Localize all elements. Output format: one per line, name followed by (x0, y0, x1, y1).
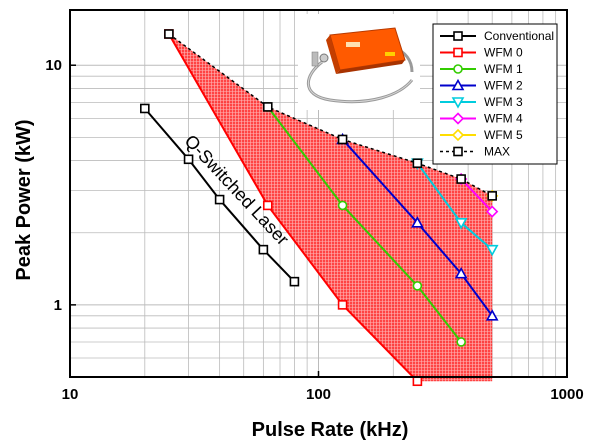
data-point-wfm-0 (337, 300, 348, 310)
legend-marker-wfm-0 (453, 47, 463, 58)
legend-label-wfm-2: WFM 2 (484, 79, 523, 93)
series-wfm-1 (262, 102, 466, 347)
legend-item-wfm-1: WFM 1 (440, 62, 523, 76)
legend-item-max: MAX (440, 145, 510, 159)
legend-marker-conventional (453, 31, 463, 41)
legend-label-wfm-5: WFM 5 (484, 128, 523, 142)
shaded-region (168, 33, 493, 382)
legend-item-conventional: Conventional (440, 29, 554, 43)
legend-item-wfm-0: WFM 0 (440, 46, 523, 60)
x-tick-label: 1000 (550, 386, 583, 403)
series-wfm-2 (336, 132, 499, 321)
legend-marker-wfm-5 (451, 128, 465, 142)
legend-label-wfm-3: WFM 3 (484, 95, 523, 109)
data-point-max (456, 174, 466, 184)
data-point-wfm-1 (337, 200, 348, 211)
data-point-conventional (140, 103, 150, 114)
series-line-wfm-1 (266, 106, 462, 343)
data-point-max (337, 134, 348, 145)
data-point-max (412, 158, 423, 169)
legend-label-wfm-4: WFM 4 (484, 112, 523, 126)
data-point-wfm-3 (485, 244, 499, 257)
data-point-wfm-2 (411, 216, 424, 228)
data-point-conventional (289, 276, 300, 287)
legend-marker-wfm-4 (451, 112, 465, 125)
data-point-max (487, 191, 497, 201)
data-point-wfm-2 (485, 309, 499, 321)
data-point-wfm-2 (454, 266, 468, 279)
legend-marker-wfm-3 (451, 97, 465, 109)
shaded-fill (168, 33, 493, 382)
series-line-wfm-2 (341, 138, 493, 317)
legend-item-wfm-5: WFM 5 (440, 128, 523, 142)
data-point-conventional (214, 194, 225, 205)
data-point-max (262, 102, 273, 112)
data-point-wfm-0 (412, 376, 423, 387)
series-group (140, 29, 499, 387)
x-axis-title: Pulse Rate (kHz) (252, 419, 409, 441)
legend-item-wfm-2: WFM 2 (440, 79, 523, 93)
data-point-wfm-1 (412, 281, 423, 291)
legend-label-wfm-1: WFM 1 (484, 62, 523, 76)
legend-item-wfm-3: WFM 3 (440, 95, 523, 109)
device-photo (298, 14, 420, 110)
series-line-wfm-0 (168, 33, 419, 382)
legend-marker-wfm-2 (451, 78, 465, 91)
series-conventional (140, 103, 300, 287)
legend-marker-wfm-1 (453, 64, 463, 74)
legend-item-wfm-4: WFM 4 (440, 112, 523, 126)
series-line-max (168, 33, 493, 197)
data-point-wfm-1 (456, 337, 466, 347)
data-point-max (164, 29, 174, 39)
legend-label-conventional: Conventional (484, 29, 554, 43)
legend-label-wfm-0: WFM 0 (484, 46, 523, 60)
legend-marker-max (453, 146, 463, 157)
data-point-conventional (183, 154, 194, 165)
x-tick-label: 10 (62, 386, 79, 403)
series-max (164, 29, 497, 201)
ticks: 10 100 1000 1 10 (45, 57, 583, 403)
x-tick-label: 100 (306, 386, 331, 403)
data-point-wfm-0 (262, 200, 273, 211)
data-point-wfm-3 (454, 218, 468, 230)
series-line-wfm-4 (460, 178, 493, 213)
legend-label-max: MAX (484, 145, 510, 159)
data-point-conventional (258, 244, 269, 255)
y-tick-label: 10 (45, 57, 62, 74)
y-axis-title: Peak Power (kW) (13, 119, 35, 280)
legend: Conventional WFM 0 WFM 1 WFM 2 WFM 3 WFM 4 WFM… (432, 23, 558, 165)
y-tick-label: 1 (54, 297, 62, 314)
data-point-wfm-4 (486, 205, 499, 218)
